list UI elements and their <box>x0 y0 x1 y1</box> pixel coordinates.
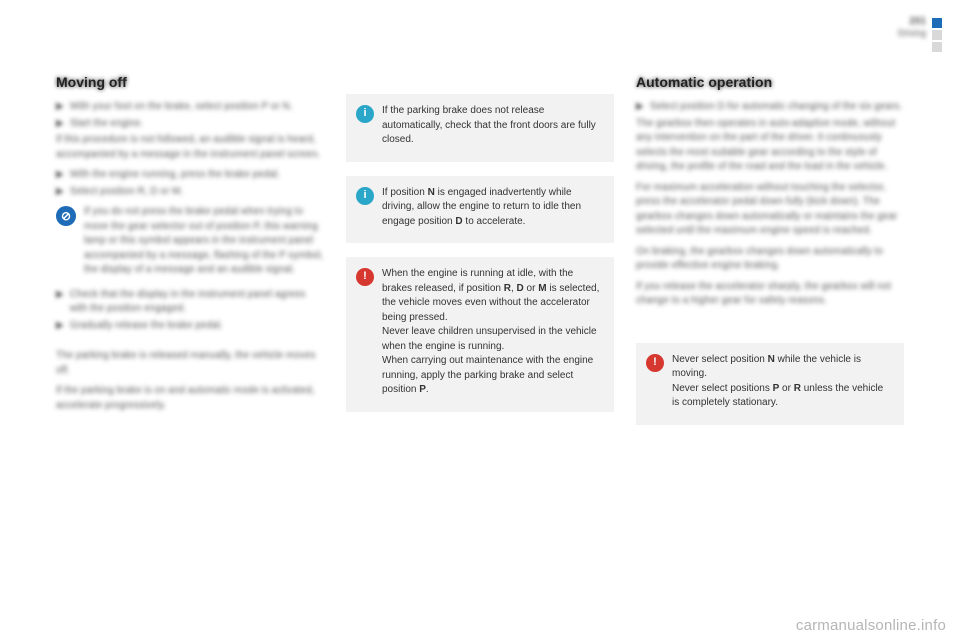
infobox-text: When the engine is running at idle, with… <box>382 267 602 398</box>
bold-d: D <box>455 216 462 227</box>
text: to accelerate. <box>463 216 526 227</box>
bullet-text: Select position R, D or M. <box>70 185 324 200</box>
bullet-arrow-icon: ▶ <box>56 117 64 132</box>
page-number: 201 <box>898 16 926 28</box>
warning-icon: ! <box>646 354 664 372</box>
column-3: Automatic operation ▶ Select position D … <box>636 72 904 439</box>
bullet-item: ▶ Select position R, D or M. <box>56 185 324 200</box>
heading-automatic-operation: Automatic operation <box>636 72 904 92</box>
text: Never select positions <box>672 383 773 394</box>
bold-p: P <box>419 384 426 395</box>
bullet-arrow-icon: ▶ <box>56 288 64 317</box>
watermark: carmanualsonline.info <box>796 617 946 634</box>
page-meta: 201 Driving <box>898 16 926 39</box>
info-icon: i <box>356 105 374 123</box>
warning-icon: ! <box>356 268 374 286</box>
text: When carrying out maintenance with the e… <box>382 355 593 395</box>
bullet-text: Gradually release the brake pedal. <box>70 319 324 334</box>
text: or <box>524 283 538 294</box>
tab-active <box>932 18 942 28</box>
bullet-text: Start the engine. <box>70 117 324 132</box>
bullet-arrow-icon: ▶ <box>56 168 64 183</box>
paragraph: The gearbox then operates in auto-adapti… <box>636 117 904 175</box>
bold-m: M <box>538 283 546 294</box>
paragraph: If you release the accelerator sharply, … <box>636 280 904 309</box>
bullet-text: With your foot on the brake, select posi… <box>70 100 324 115</box>
bold-n: N <box>768 354 775 365</box>
text: Never select position <box>672 354 768 365</box>
tab-inactive <box>932 42 942 52</box>
column-1: Moving off ▶ With your foot on the brake… <box>56 72 324 439</box>
paragraph: If the parking brake is on and automatic… <box>56 384 324 413</box>
section-name: Driving <box>898 28 926 39</box>
paragraph: For maximum acceleration without touchin… <box>636 181 904 239</box>
bullet-arrow-icon: ▶ <box>56 100 64 115</box>
bold-n: N <box>428 187 435 198</box>
content-area: Moving off ▶ With your foot on the brake… <box>56 72 904 439</box>
prohibit-icon: ⊘ <box>56 206 76 226</box>
bullet-arrow-icon: ▶ <box>636 100 644 115</box>
bullet-arrow-icon: ▶ <box>56 319 64 334</box>
text: If position <box>382 187 428 198</box>
text: Never leave children unsupervised in the… <box>382 326 597 352</box>
heading-moving-off: Moving off <box>56 72 324 92</box>
bullet-item: ▶ Gradually release the brake pedal. <box>56 319 324 334</box>
tab-inactive <box>932 30 942 40</box>
paragraph: If this procedure is not followed, an au… <box>56 133 324 162</box>
bullet-item: ▶ With your foot on the brake, select po… <box>56 100 324 115</box>
bullet-arrow-icon: ▶ <box>56 185 64 200</box>
bold-r: R <box>794 383 801 394</box>
callout-text: If you do not press the brake pedal when… <box>84 205 324 278</box>
bold-d: D <box>517 283 524 294</box>
tab-stack <box>932 18 942 52</box>
bullet-item: ▶ Start the engine. <box>56 117 324 132</box>
text: . <box>426 384 429 395</box>
bullet-text: Check that the display in the instrument… <box>70 288 324 317</box>
infobox-never-select: ! Never select position N while the vehi… <box>636 343 904 425</box>
paragraph: On braking, the gearbox changes down aut… <box>636 245 904 274</box>
infobox-text: If the parking brake does not release au… <box>382 104 602 148</box>
bullet-item: ▶ Check that the display in the instrume… <box>56 288 324 317</box>
page-indicator: 201 Driving <box>898 16 942 52</box>
info-icon: i <box>356 187 374 205</box>
bullet-text: With the engine running, press the brake… <box>70 168 324 183</box>
infobox-engine-idle: ! When the engine is running at idle, wi… <box>346 257 614 412</box>
bold-r: R <box>504 283 511 294</box>
text: or <box>779 383 793 394</box>
column-2: i If the parking brake does not release … <box>346 72 614 439</box>
bullet-item: ▶ With the engine running, press the bra… <box>56 168 324 183</box>
bullet-text: Select position D for automatic changing… <box>650 100 904 115</box>
callout-prohibit: ⊘ If you do not press the brake pedal wh… <box>56 205 324 278</box>
bullet-item: ▶ Select position D for automatic changi… <box>636 100 904 115</box>
infobox-position-n: i If position N is engaged inadvertently… <box>346 176 614 244</box>
infobox-text: If position N is engaged inadvertently w… <box>382 186 602 230</box>
paragraph: The parking brake is released manually, … <box>56 349 324 378</box>
infobox-parking-brake: i If the parking brake does not release … <box>346 94 614 162</box>
infobox-text: Never select position N while the vehicl… <box>672 353 892 411</box>
